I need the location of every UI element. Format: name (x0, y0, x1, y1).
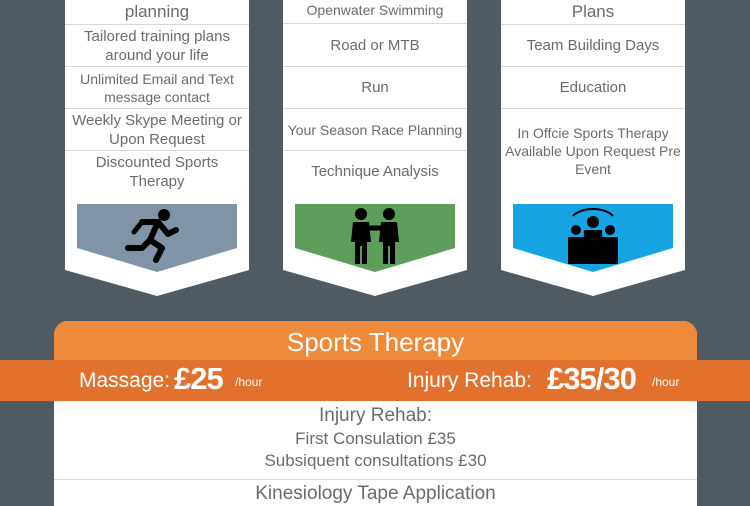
injury-rehab-details: Injury Rehab: First Consulation £35 Subs… (54, 401, 697, 480)
feature-row: Team Building Days (501, 25, 685, 67)
rehab-subsequent-consult: Subsiquent consultations £30 (264, 451, 487, 470)
massage-label: Massage: (79, 369, 171, 392)
feature-row: Weekly Skype Meeting or Upon Request (65, 109, 249, 151)
therapy-title: Sports Therapy (54, 321, 697, 363)
multisport-pennant (283, 192, 467, 298)
feature-row: Run (283, 67, 467, 109)
feature-row: Unlimited Email and Text message contact (65, 67, 249, 109)
feature-row: Discounted Sports Therapy (95, 153, 219, 190)
multisport-card: Openwater Swimming Road or MTB Run Your … (283, 0, 467, 192)
rehab-label: Injury Rehab: (407, 369, 532, 392)
kinesiology-row: Kinesiology Tape Application (255, 483, 496, 504)
feature-row: Technique Analysis (311, 163, 439, 180)
corporate-card: Plans Team Building Days Education In Of… (501, 0, 685, 192)
price-bar: Massage: £25 /hour Injury Rehab: £35/30 … (0, 360, 750, 401)
coaching-card: planning Tailored training plans around … (65, 0, 249, 192)
feature-row: Tailored training plans around your life (65, 25, 249, 67)
rehab-unit: /hour (652, 375, 680, 389)
pennant-shape (283, 192, 467, 296)
coaching-pennant (65, 192, 249, 298)
rehab-first-consult: First Consulation £35 (295, 429, 456, 448)
massage-price: £25 (174, 361, 224, 396)
feature-row: In Offcie Sports Therapy Available Upon … (505, 124, 681, 177)
massage-unit: /hour (235, 375, 263, 389)
feature-row: Your Season Race Planning (283, 109, 467, 151)
feature-row: planning (65, 0, 249, 25)
feature-row: Plans (501, 0, 685, 25)
feature-row: Openwater Swimming (283, 0, 467, 24)
handshake-icon (351, 208, 399, 264)
rehab-price: £35/30 (547, 361, 637, 396)
runner-icon (125, 209, 179, 263)
team-icon (568, 208, 618, 264)
corporate-pennant (501, 192, 685, 298)
feature-row: Road or MTB (283, 24, 467, 67)
sports-therapy-panel: Sports Therapy Injury Rehab: First Consu… (54, 321, 697, 506)
rehab-heading: Injury Rehab: (318, 405, 432, 426)
feature-row: Education (501, 67, 685, 109)
